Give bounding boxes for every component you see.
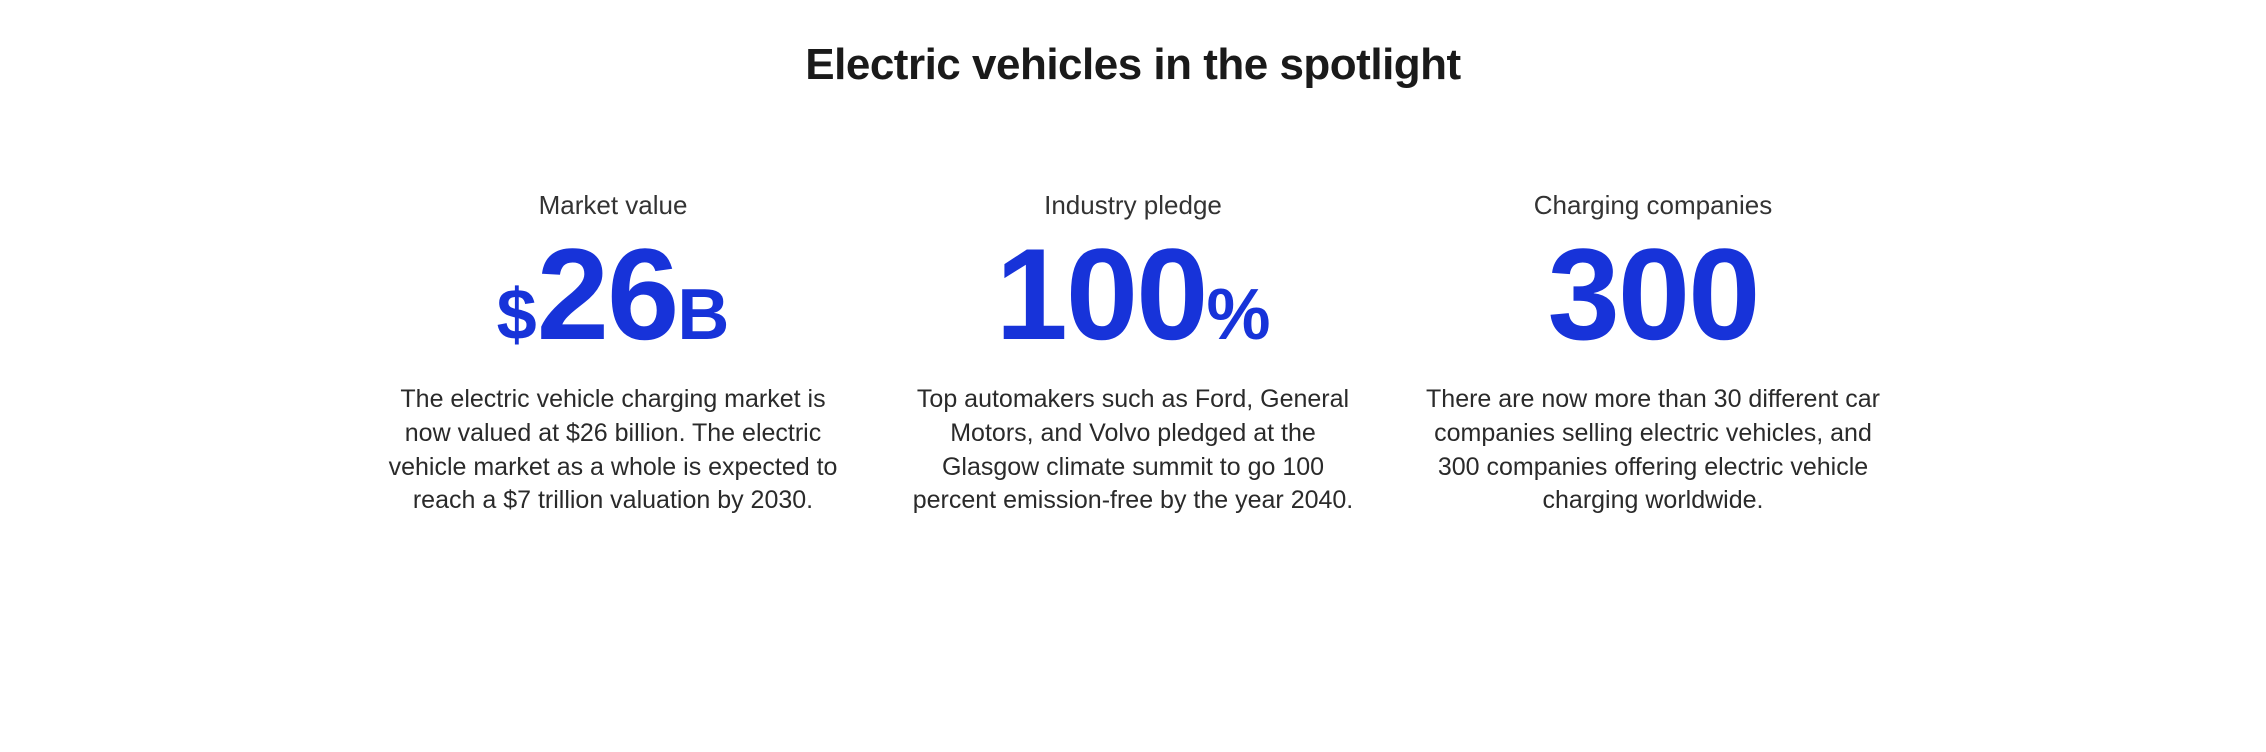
stat-label: Market value [539, 190, 688, 221]
stat-value: $ 26 B [497, 229, 730, 359]
stat-description: Top automakers such as Ford, General Mot… [903, 383, 1363, 518]
stat-label: Industry pledge [1044, 190, 1222, 221]
stat-description: There are now more than 30 different car… [1423, 383, 1883, 518]
stat-card-charging-companies: Charging companies 300 There are now mor… [1423, 190, 1883, 518]
stat-number: 100 [996, 229, 1207, 359]
stat-card-industry-pledge: Industry pledge 100 % Top automakers suc… [903, 190, 1363, 518]
stats-row: Market value $ 26 B The electric vehicle… [383, 190, 1883, 518]
stat-label: Charging companies [1534, 190, 1772, 221]
stat-card-market-value: Market value $ 26 B The electric vehicle… [383, 190, 843, 518]
stat-suffix: % [1206, 279, 1270, 351]
infographic-container: Electric vehicles in the spotlight Marke… [383, 40, 1883, 518]
stat-number: 26 [537, 229, 678, 359]
stat-suffix: B [677, 279, 729, 351]
stat-value: 100 % [996, 229, 1271, 359]
stat-value: 300 [1548, 229, 1759, 359]
stat-number: 300 [1548, 229, 1759, 359]
stat-prefix: $ [497, 279, 537, 351]
stat-description: The electric vehicle charging market is … [383, 383, 843, 518]
page-title: Electric vehicles in the spotlight [383, 40, 1883, 90]
